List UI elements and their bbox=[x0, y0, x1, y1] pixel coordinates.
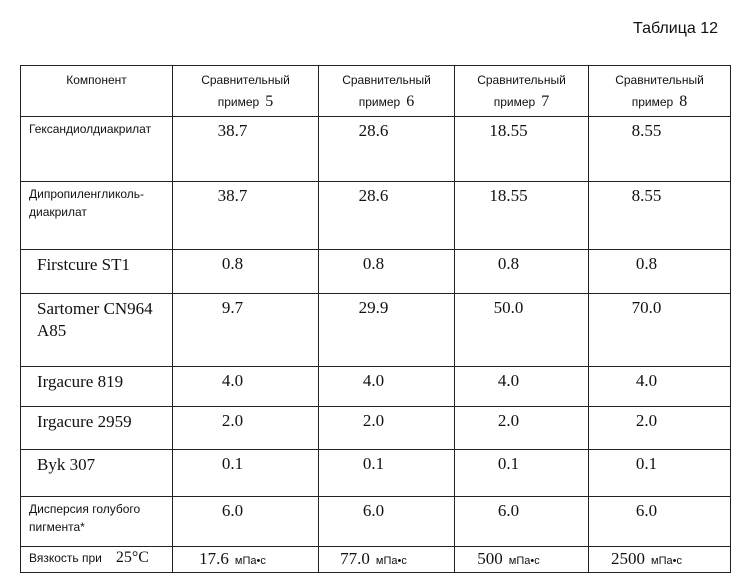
header-text: Сравнительный bbox=[201, 73, 290, 87]
value-cell: 50.0 bbox=[454, 293, 589, 367]
value-cell: 6.0 bbox=[588, 496, 731, 547]
value-cell: 0.8 bbox=[588, 249, 731, 294]
data-row: Irgacure 819 4.0 4.0 4.0 4.0 bbox=[20, 366, 731, 407]
viscosity-label: Вязкость при bbox=[29, 551, 102, 565]
value-cell: 0.1 bbox=[318, 449, 455, 497]
header-cell: Сравнительный пример 6 bbox=[318, 65, 455, 117]
header-number: 8 bbox=[679, 93, 688, 110]
viscosity-unit: мПа•с bbox=[375, 555, 407, 567]
value-cell: 0.1 bbox=[588, 449, 731, 497]
viscosity-unit: мПа•с bbox=[508, 555, 540, 567]
header-text: Сравнительный bbox=[477, 73, 566, 87]
component-cell: Byk 307 bbox=[20, 449, 173, 497]
value-cell: 0.8 bbox=[454, 249, 589, 294]
header-word: пример bbox=[631, 95, 674, 109]
header-line2: пример 7 bbox=[459, 91, 584, 113]
component-cell: Irgacure 819 bbox=[20, 366, 173, 407]
header-word: пример bbox=[358, 95, 401, 109]
viscosity-value-cell: 77.0 мПа•с bbox=[318, 546, 455, 573]
data-table: Компонент Сравнительный пример 5 Сравнительн… bbox=[20, 65, 731, 573]
viscosity-value-cell: 2500 мПа•с bbox=[588, 546, 731, 573]
header-line2: пример 5 bbox=[177, 91, 314, 113]
value-cell: 2.0 bbox=[454, 406, 589, 450]
viscosity-unit: мПа•с bbox=[234, 555, 266, 567]
value-cell: 6.0 bbox=[172, 496, 319, 547]
value-cell: 4.0 bbox=[454, 366, 589, 407]
value-cell: 18.55 bbox=[454, 181, 589, 250]
value-cell: 0.1 bbox=[454, 449, 589, 497]
data-row: Дисперсия голубого пигмента* 6.0 6.0 6.0 6.0 bbox=[20, 496, 731, 547]
header-row: Компонент Сравнительный пример 5 Сравнительн… bbox=[20, 65, 731, 117]
value-cell: 4.0 bbox=[172, 366, 319, 407]
header-number: 7 bbox=[541, 93, 550, 110]
viscosity-value-cell: 17.6 мПа•с bbox=[172, 546, 319, 573]
table-title: Таблица 12 bbox=[633, 20, 718, 37]
value-cell: 2.0 bbox=[318, 406, 455, 450]
header-text: Сравнительный bbox=[615, 73, 704, 87]
value-cell: 0.8 bbox=[318, 249, 455, 294]
value-cell: 9.7 bbox=[172, 293, 319, 367]
value-cell: 38.7 bbox=[172, 181, 319, 250]
value-cell: 29.9 bbox=[318, 293, 455, 367]
data-row: Irgacure 2959 2.0 2.0 2.0 2.0 bbox=[20, 406, 731, 450]
component-cell: Дисперсия голубого пигмента* bbox=[20, 496, 173, 547]
component-cell: Firstcure ST1 bbox=[20, 249, 173, 294]
value-cell: 38.7 bbox=[172, 116, 319, 182]
viscosity-value: 500 bbox=[477, 549, 503, 568]
header-text: Сравнительный bbox=[342, 73, 431, 87]
value-cell: 8.55 bbox=[588, 116, 731, 182]
viscosity-temp: 25°C bbox=[115, 549, 149, 566]
header-number: 6 bbox=[406, 93, 415, 110]
component-cell: Irgacure 2959 bbox=[20, 406, 173, 450]
header-cell: Сравнительный пример 7 bbox=[454, 65, 589, 117]
data-row: Дипропиленгликоль-диакрилат 38.7 28.6 18.55… bbox=[20, 181, 731, 250]
data-row: Byk 307 0.1 0.1 0.1 0.1 bbox=[20, 449, 731, 497]
value-cell: 0.8 bbox=[172, 249, 319, 294]
header-number: 5 bbox=[265, 93, 274, 110]
data-row: Гександиолдиакрилат 38.7 28.6 18.55 8.55 bbox=[20, 116, 731, 182]
component-cell: Гександиолдиакрилат bbox=[20, 116, 173, 182]
data-row: Firstcure ST1 0.8 0.8 0.8 0.8 bbox=[20, 249, 731, 294]
header-word: пример bbox=[217, 95, 260, 109]
viscosity-label-cell: Вязкость при 25°C bbox=[20, 546, 173, 573]
viscosity-unit: мПа•с bbox=[651, 555, 682, 567]
header-word: пример bbox=[493, 95, 536, 109]
viscosity-value-cell: 500 мПа•с bbox=[454, 546, 589, 573]
viscosity-value: 2500 bbox=[611, 549, 646, 568]
value-cell: 6.0 bbox=[454, 496, 589, 547]
value-cell: 2.0 bbox=[588, 406, 731, 450]
value-cell: 70.0 bbox=[588, 293, 731, 367]
value-cell: 2.0 bbox=[172, 406, 319, 450]
value-cell: 4.0 bbox=[318, 366, 455, 407]
value-cell: 8.55 bbox=[588, 181, 731, 250]
value-cell: 28.6 bbox=[318, 116, 455, 182]
value-cell: 0.1 bbox=[172, 449, 319, 497]
header-text: Компонент bbox=[66, 73, 127, 87]
value-cell: 4.0 bbox=[588, 366, 731, 407]
viscosity-row: Вязкость при 25°C 17.6 мПа•с 77.0 мПа•с 500 мПа… bbox=[20, 546, 731, 573]
value-cell: 6.0 bbox=[318, 496, 455, 547]
header-cell: Компонент bbox=[20, 65, 173, 117]
viscosity-value: 17.6 bbox=[199, 549, 229, 568]
component-cell: Дипропиленгликоль-диакрилат bbox=[20, 181, 173, 250]
data-row: Sartomer CN964 A85 9.7 29.9 50.0 70.0 bbox=[20, 293, 731, 367]
header-cell: Сравнительный пример 5 bbox=[172, 65, 319, 117]
header-line2: пример 6 bbox=[323, 91, 450, 113]
viscosity-value: 77.0 bbox=[340, 549, 370, 568]
value-cell: 28.6 bbox=[318, 181, 455, 250]
value-cell: 18.55 bbox=[454, 116, 589, 182]
header-cell: Сравнительный пример 8 bbox=[588, 65, 731, 117]
header-line2: пример 8 bbox=[593, 91, 726, 113]
component-cell: Sartomer CN964 A85 bbox=[20, 293, 173, 367]
